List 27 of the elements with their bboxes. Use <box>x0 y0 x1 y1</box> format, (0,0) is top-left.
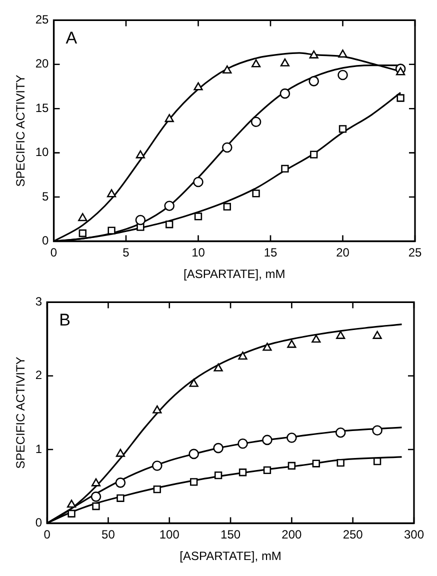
y-axis-title: SPECIFIC ACTIVITY <box>14 356 28 469</box>
y-tick-label: 25 <box>35 12 50 27</box>
x-tick-label: 50 <box>102 528 116 542</box>
y-tick-label: 1 <box>35 442 42 456</box>
x-tick-label: 200 <box>282 528 302 542</box>
x-tick-label: 15 <box>264 246 278 260</box>
x-tick-label: 25 <box>408 246 422 260</box>
x-tick-label: 20 <box>336 246 350 260</box>
x-tick-label: 100 <box>159 528 180 542</box>
x-axis-title: [ASPARTATE], mM <box>183 267 286 282</box>
x-tick-label: 250 <box>342 528 364 542</box>
y-tick-label: 0 <box>35 516 42 530</box>
y-tick-label: 15 <box>35 100 50 115</box>
x-tick-label: 10 <box>192 246 206 260</box>
y-tick-label: 2 <box>35 368 42 382</box>
x-tick-label: 150 <box>220 528 241 542</box>
x-tick-label: 300 <box>404 528 424 542</box>
x-axis-title: [ASPARTATE], mM <box>180 549 282 564</box>
y-axis-title: SPECIFIC ACTIVITY <box>14 74 28 187</box>
y-tick-label: 10 <box>35 145 50 160</box>
y-tick-label: 20 <box>35 56 50 71</box>
y-tick-label: 5 <box>42 189 50 204</box>
x-tick-label: 5 <box>122 246 130 260</box>
annotation: A <box>66 28 78 48</box>
y-tick-label: 3 <box>35 294 42 309</box>
y-tick-label: 0 <box>42 234 50 248</box>
annotation: B <box>59 310 70 330</box>
